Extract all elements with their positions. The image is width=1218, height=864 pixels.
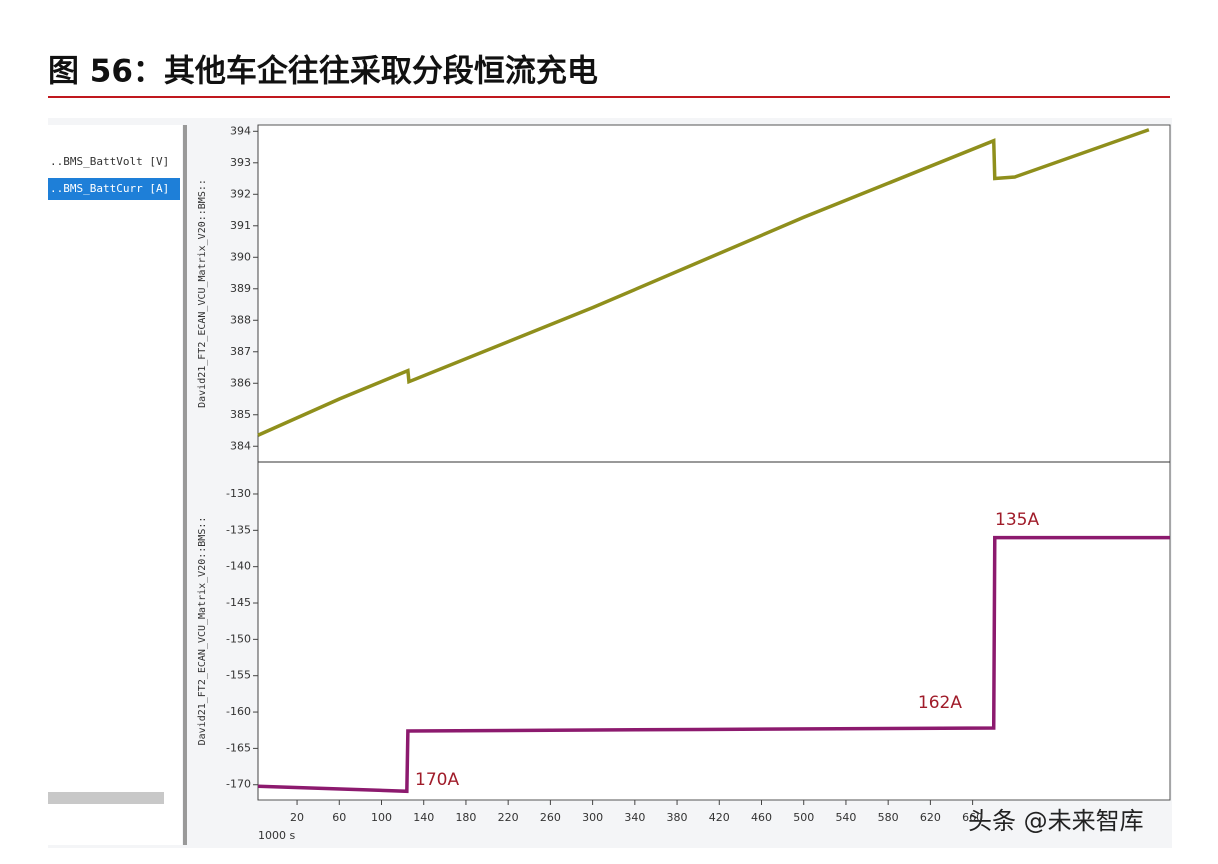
sidebar-item[interactable]: ..BMS_BattVolt [V] xyxy=(50,155,169,168)
y-tick-label: 393 xyxy=(230,156,251,169)
splitter xyxy=(183,125,187,845)
y-tick-label: 387 xyxy=(230,345,251,358)
series-line xyxy=(257,128,1150,437)
x-tick-label: 300 xyxy=(582,811,603,824)
sidebar-item[interactable]: ..BMS_BattCurr [A] xyxy=(50,182,169,195)
y-tick-label: -130 xyxy=(226,487,251,500)
x-tick-label: 620 xyxy=(920,811,941,824)
x-tick-label: 60 xyxy=(332,811,346,824)
x-tick-label: 500 xyxy=(793,811,814,824)
x-tick-label: 260 xyxy=(540,811,561,824)
y-tick-label: 384 xyxy=(230,439,251,452)
y-tick-label: 394 xyxy=(230,124,251,137)
x-tick-label: 20 xyxy=(290,811,304,824)
annotation: 135A xyxy=(995,510,1039,530)
sidebar-selected xyxy=(48,178,180,200)
y-tick-label: -150 xyxy=(226,632,251,645)
scrollbar[interactable] xyxy=(48,792,164,804)
figure-title: 图 56：其他车企往往采取分段恒流充电 xyxy=(48,54,598,90)
y-axis-label: David21_FT2_ECAN_VCU_Matrix_V20::BMS:: xyxy=(197,517,208,746)
y-axis-label: David21_FT2_ECAN_VCU_Matrix_V20::BMS:: xyxy=(197,179,208,408)
x-tick-label: 140 xyxy=(413,811,434,824)
annotation: 170A xyxy=(415,770,459,790)
y-tick-label: -155 xyxy=(226,669,251,682)
annotation: 162A xyxy=(918,693,962,713)
sidebar xyxy=(48,125,182,845)
x-tick-label: 420 xyxy=(709,811,730,824)
y-tick-label: -135 xyxy=(226,523,251,536)
x-tick-label: 540 xyxy=(835,811,856,824)
y-tick-label: -165 xyxy=(226,741,251,754)
x-tick-label: 100 xyxy=(371,811,392,824)
y-tick-label: -140 xyxy=(226,560,251,573)
y-tick-label: 391 xyxy=(230,219,251,232)
x-tick-label: 380 xyxy=(667,811,688,824)
x-tick-label: 580 xyxy=(878,811,899,824)
y-tick-label: -145 xyxy=(226,596,251,609)
x-tick-label: 660 xyxy=(962,811,983,824)
x-tick-label: 180 xyxy=(455,811,476,824)
y-tick-label: 385 xyxy=(230,408,251,421)
watermark: 头条 @未来智库 xyxy=(968,807,1144,835)
x-tick-label: 220 xyxy=(498,811,519,824)
y-tick-label: 388 xyxy=(230,313,251,326)
series-line xyxy=(257,535,1170,794)
x-tick-label: 340 xyxy=(624,811,645,824)
y-tick-label: -160 xyxy=(226,705,251,718)
y-tick-label: 390 xyxy=(230,250,251,263)
y-tick-label: 386 xyxy=(230,376,251,389)
x-tick-label: 460 xyxy=(751,811,772,824)
y-tick-label: 389 xyxy=(230,282,251,295)
y-tick-label: 392 xyxy=(230,187,251,200)
y-tick-label: -170 xyxy=(226,778,251,791)
title-rule xyxy=(48,96,1170,98)
x-axis-label: 1000 s xyxy=(258,829,295,842)
